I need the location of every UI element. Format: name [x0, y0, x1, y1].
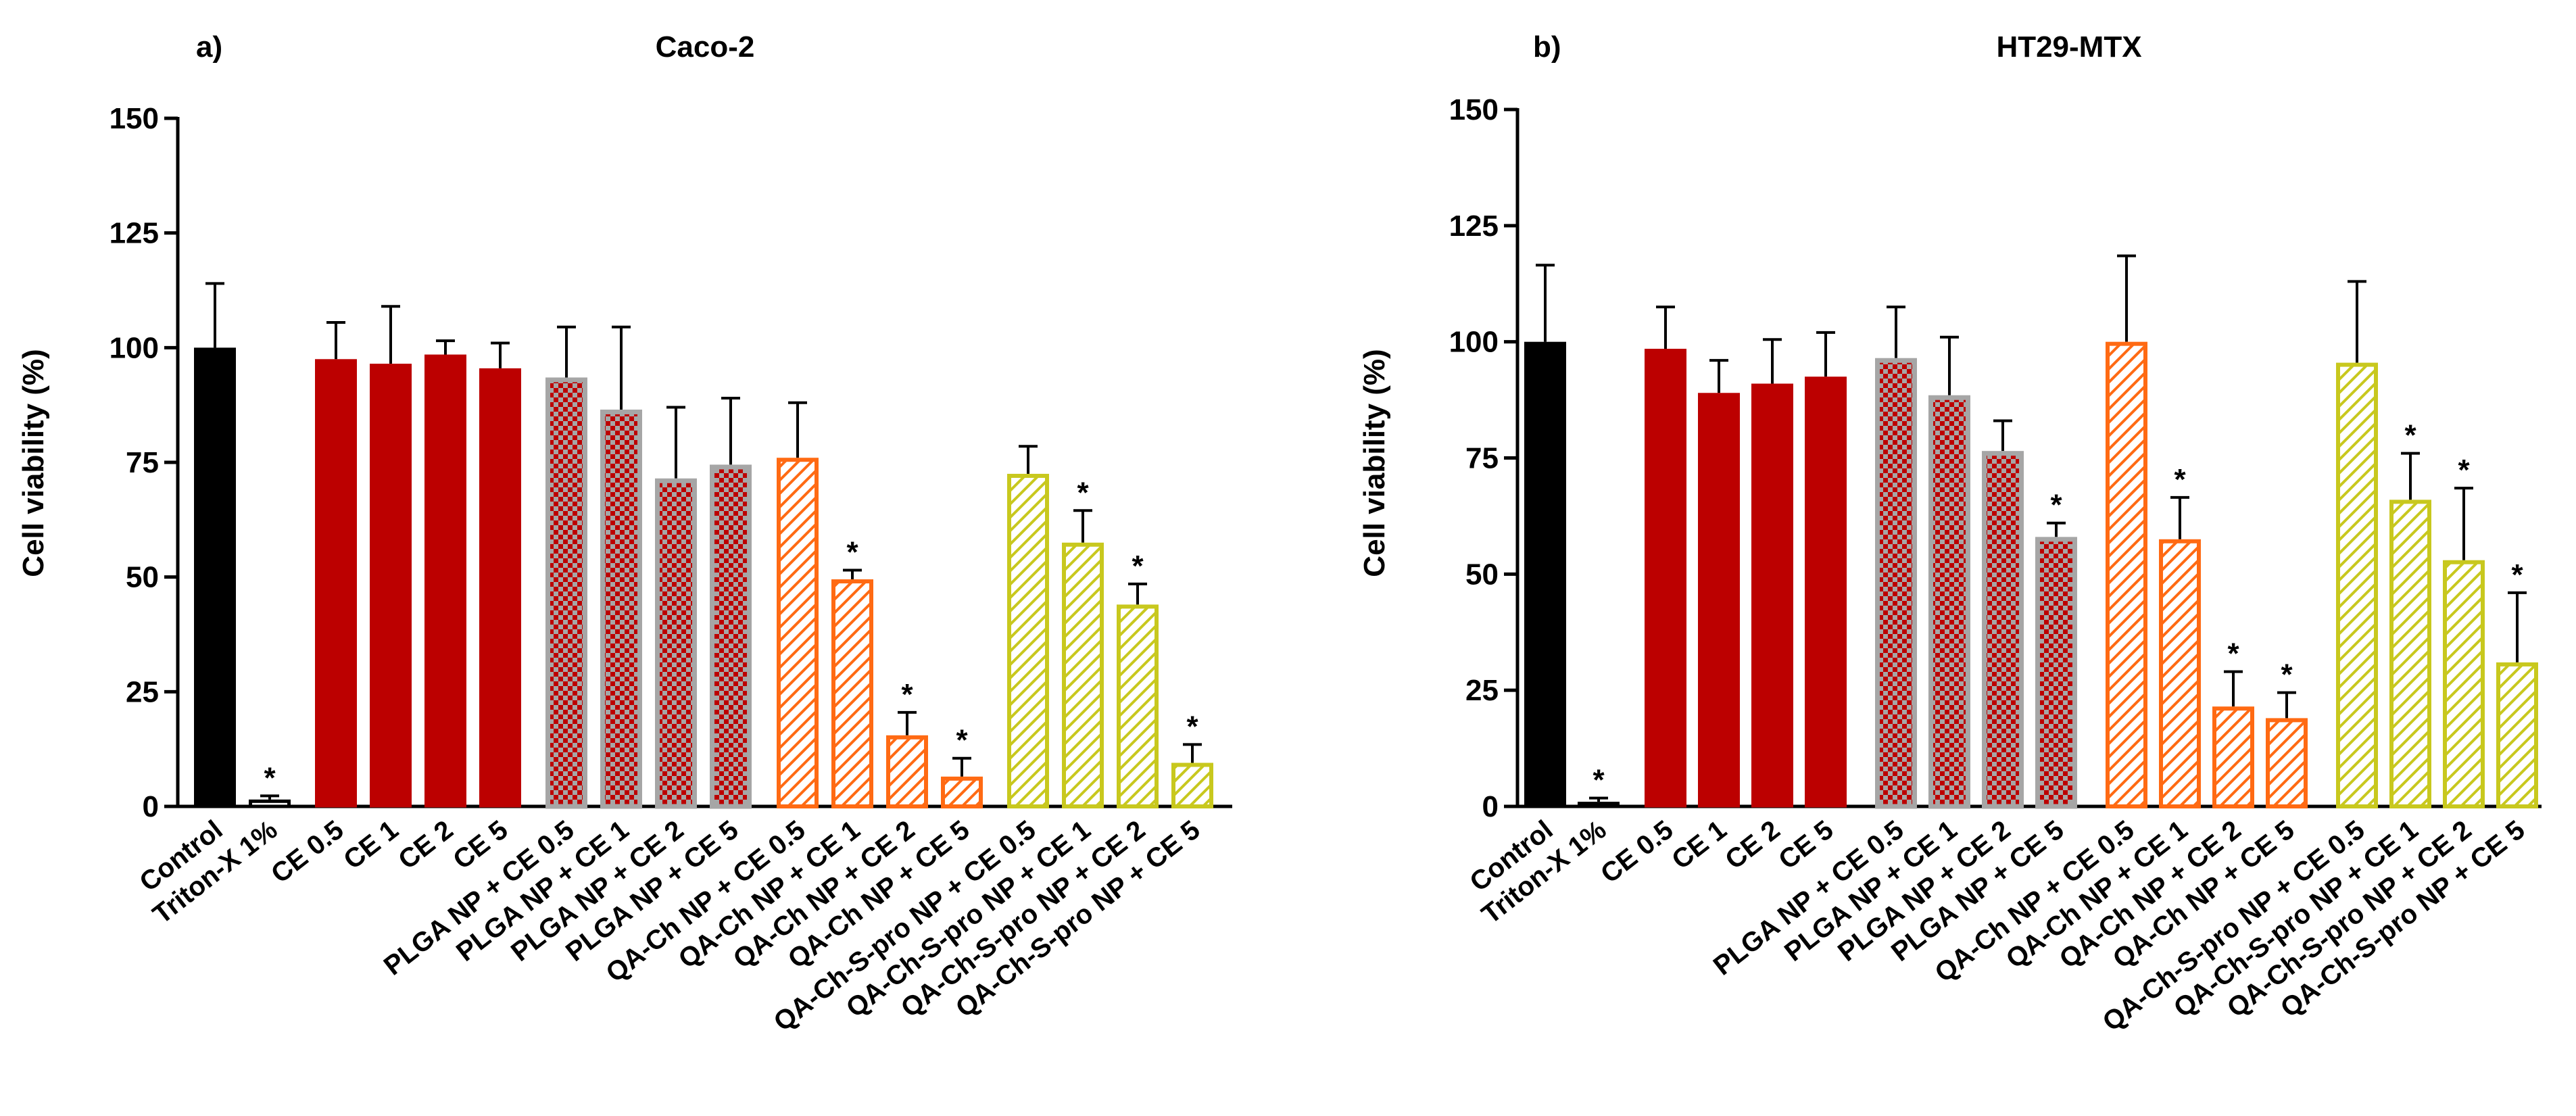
x-tick-label: CE 2 [393, 815, 458, 875]
bar [1645, 348, 1686, 808]
y-tick-label: 50 [1465, 558, 1499, 591]
bar [479, 368, 521, 808]
significance-marker: * [846, 535, 858, 568]
y-tick-label: 125 [1449, 210, 1499, 243]
panel-b-y-axis-label: Cell viability (%) [1358, 349, 1391, 577]
bar [2035, 537, 2077, 809]
bar [1805, 377, 1847, 808]
significance-marker: * [1186, 710, 1198, 743]
significance-marker: * [264, 761, 276, 794]
bar [941, 776, 983, 809]
significance-marker: * [1077, 476, 1089, 509]
x-tick-label: CE 2 [1720, 815, 1785, 875]
significance-marker: * [2281, 658, 2293, 692]
significance-marker: * [2511, 558, 2523, 591]
bar [2212, 706, 2254, 809]
x-tick-label: CE 0.5 [266, 815, 349, 889]
bar [1982, 451, 2024, 809]
bar [1875, 358, 1917, 809]
bar [1524, 341, 1566, 808]
panel-b: b) HT29-MTX Cell viability (%) 0 25 50 75 10… [1358, 30, 2542, 1038]
y-tick-label: 150 [1449, 93, 1499, 126]
significance-marker: * [2404, 419, 2416, 452]
y-tick-label: 150 [110, 102, 159, 135]
significance-marker: * [2227, 637, 2239, 671]
y-tick-label: 25 [1465, 674, 1499, 707]
panel-b-label: b) [1533, 30, 1561, 64]
panel-b-title: HT29-MTX [1996, 30, 2141, 64]
y-tick-label: 50 [126, 561, 159, 594]
bar [2266, 718, 2308, 808]
bar [1751, 383, 1793, 808]
bar [1928, 395, 1970, 809]
significance-marker: * [956, 724, 968, 757]
bar [2159, 539, 2201, 808]
bar [2336, 362, 2378, 808]
significance-marker: * [2458, 454, 2470, 487]
y-tick-label: 0 [143, 790, 159, 823]
bar [600, 409, 642, 809]
bar [1578, 802, 1620, 808]
bar [424, 354, 466, 808]
bar [2443, 560, 2485, 808]
bar [249, 799, 291, 808]
x-tick-label: CE 1 [1666, 815, 1732, 875]
y-tick-label: 75 [1465, 442, 1499, 475]
significance-marker: * [2174, 463, 2186, 496]
bar [545, 377, 587, 809]
bar [831, 579, 873, 808]
bar [710, 464, 752, 809]
y-tick-label: 75 [126, 446, 159, 479]
significance-marker: * [1593, 764, 1605, 797]
bar [194, 347, 236, 808]
panel-a: a) Caco-2 Cell viability (%) 0 25 50 75 100 1… [17, 30, 1232, 1038]
bar [2106, 341, 2147, 808]
y-tick-label: 125 [110, 217, 159, 250]
bar [2496, 662, 2538, 809]
panel-a-label: a) [196, 30, 222, 64]
panel-a-title: Caco-2 [656, 30, 755, 64]
y-tick-label: 0 [1482, 790, 1499, 823]
bar [1062, 542, 1104, 808]
bar [655, 478, 697, 809]
y-tick-label: 25 [126, 675, 159, 708]
bar [2389, 500, 2431, 808]
bar [370, 364, 412, 808]
x-tick-label: CE 1 [338, 815, 404, 875]
bar [1007, 473, 1049, 808]
bar [886, 735, 928, 808]
significance-marker: * [901, 678, 913, 711]
y-tick-label: 100 [1449, 326, 1499, 359]
panel-a-y-axis-label: Cell viability (%) [17, 349, 50, 577]
bar [777, 458, 819, 808]
bar [1117, 604, 1159, 808]
bar [315, 359, 357, 808]
significance-marker: * [1132, 550, 1144, 583]
y-tick-label: 100 [110, 331, 159, 364]
bar [1171, 762, 1213, 808]
bar [1698, 393, 1740, 808]
significance-marker: * [2050, 489, 2062, 522]
